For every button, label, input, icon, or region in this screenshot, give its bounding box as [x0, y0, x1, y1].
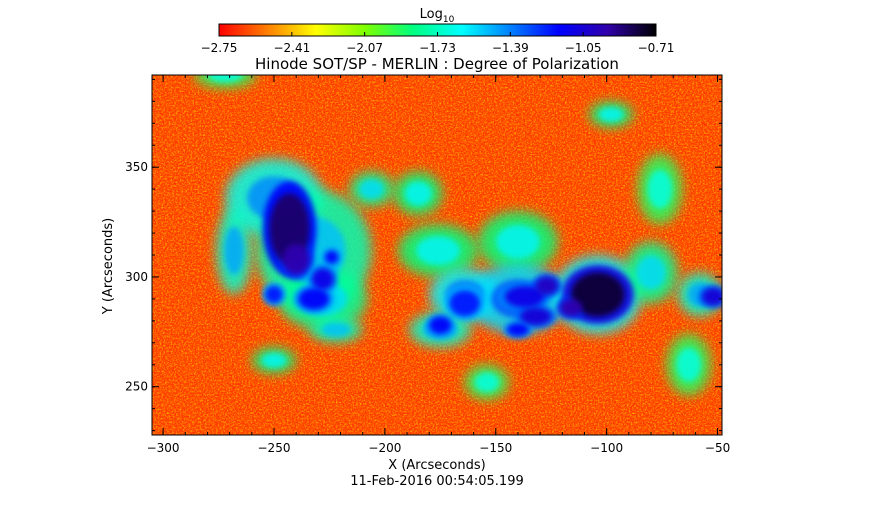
chart-title: Hinode SOT/SP - MERLIN : Degree of Polar…: [255, 55, 619, 73]
chart-subtitle: 11-Feb-2016 00:54:05.199: [350, 474, 524, 489]
polarized-region: [298, 287, 330, 310]
x-tick-label: −150: [479, 441, 512, 455]
network-core: [224, 226, 244, 275]
network-core: [474, 372, 500, 392]
polarized-region: [429, 316, 452, 335]
polarized-region: [311, 268, 334, 291]
network-core: [416, 236, 461, 266]
polarized-region: [265, 285, 283, 304]
network-core: [261, 353, 287, 368]
network-core: [359, 179, 384, 199]
colorbar-tick-label: −2.75: [201, 41, 238, 55]
polarized-region: [560, 298, 583, 317]
network-core: [208, 75, 243, 83]
colorbar-label: Log10: [420, 7, 455, 25]
polarized-region: [506, 323, 530, 337]
x-tick-label: −300: [147, 441, 180, 455]
network-core: [598, 107, 624, 122]
network-core: [404, 181, 432, 206]
network-core: [636, 255, 666, 290]
x-tick-label: −200: [368, 441, 401, 455]
y-tick-label: 250: [125, 380, 148, 394]
polarized-regions: [262, 181, 722, 339]
polarized-region: [504, 285, 545, 308]
network-core: [495, 224, 540, 259]
colorbar: Log10 −2.75 −2.41 −2.07 −1.73 −1.39 −1.05 −0.7…: [201, 7, 675, 55]
y-axis: 250 300 350: [125, 78, 722, 432]
network-core: [321, 322, 351, 337]
colorbar-tick-label: −1.05: [565, 41, 602, 55]
y-tick-label: 350: [125, 160, 148, 174]
colorbar-tick-label: −1.39: [492, 41, 529, 55]
x-tick-label: −250: [258, 441, 291, 455]
polarized-region: [520, 307, 552, 326]
polarized-region: [449, 290, 481, 317]
colorbar-tick-label: −2.41: [273, 41, 310, 55]
polarized-region: [535, 276, 558, 295]
heatmap: [152, 75, 722, 435]
x-axis-label: X (Arcseconds): [388, 458, 485, 473]
x-axis: −300 −250 −200 −150 −100 −50: [147, 75, 730, 455]
x-tick-label: −100: [590, 441, 623, 455]
polarized-region: [702, 287, 722, 306]
colorbar-tick-label: −1.73: [419, 41, 456, 55]
y-axis-label: Y (Arcseconds): [101, 218, 116, 315]
y-tick-label: 300: [125, 270, 148, 284]
colorbar-tick-label: −2.07: [346, 41, 383, 55]
network-core: [676, 347, 701, 382]
x-tick-label: −50: [705, 441, 730, 455]
polarized-region: [324, 250, 339, 264]
polarized-region: [282, 244, 310, 275]
polarized-region: [571, 272, 625, 317]
colorbar-tick-label: −0.71: [638, 41, 675, 55]
network-core: [647, 169, 673, 209]
colorbar-ticks: −2.75 −2.41 −2.07 −1.73 −1.39 −1.05 −0.71: [201, 32, 675, 55]
